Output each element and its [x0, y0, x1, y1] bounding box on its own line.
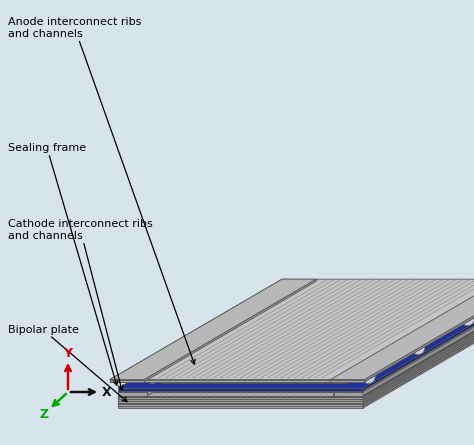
Polygon shape: [330, 279, 474, 380]
Polygon shape: [138, 391, 359, 392]
Polygon shape: [118, 396, 363, 397]
Text: Anode interconnect ribs
and channels: Anode interconnect ribs and channels: [8, 17, 195, 364]
Circle shape: [361, 370, 375, 384]
Polygon shape: [147, 295, 474, 392]
Polygon shape: [118, 403, 363, 405]
Polygon shape: [363, 303, 474, 401]
Polygon shape: [363, 300, 474, 397]
Polygon shape: [118, 308, 474, 405]
Polygon shape: [363, 295, 474, 396]
Polygon shape: [144, 279, 316, 382]
Polygon shape: [110, 380, 365, 382]
Text: Sealing frame: Sealing frame: [8, 143, 118, 385]
Text: Z: Z: [39, 408, 48, 421]
Circle shape: [461, 312, 474, 326]
Polygon shape: [363, 310, 474, 408]
Polygon shape: [118, 301, 474, 397]
Polygon shape: [118, 310, 474, 406]
Circle shape: [375, 367, 387, 379]
Polygon shape: [110, 279, 474, 380]
Polygon shape: [334, 392, 363, 396]
Polygon shape: [365, 279, 474, 382]
Circle shape: [160, 367, 172, 379]
Polygon shape: [359, 304, 474, 392]
Polygon shape: [118, 291, 474, 388]
Polygon shape: [161, 380, 347, 383]
Polygon shape: [118, 388, 363, 391]
Polygon shape: [118, 401, 363, 403]
Polygon shape: [363, 304, 474, 403]
Polygon shape: [330, 380, 365, 382]
Circle shape: [425, 337, 437, 349]
Polygon shape: [118, 405, 363, 406]
Circle shape: [259, 308, 271, 320]
Circle shape: [210, 337, 221, 349]
Polygon shape: [347, 299, 474, 383]
Polygon shape: [118, 406, 363, 408]
Polygon shape: [110, 380, 144, 382]
Polygon shape: [118, 295, 313, 392]
Circle shape: [245, 312, 259, 326]
Circle shape: [146, 370, 160, 384]
Polygon shape: [363, 308, 474, 406]
Polygon shape: [334, 295, 474, 392]
Polygon shape: [147, 295, 313, 396]
Polygon shape: [118, 303, 474, 399]
Polygon shape: [118, 392, 147, 396]
Polygon shape: [147, 392, 334, 396]
Polygon shape: [118, 304, 474, 401]
Polygon shape: [118, 306, 474, 403]
Circle shape: [195, 340, 209, 355]
Text: Cathode interconnect ribs
and channels: Cathode interconnect ribs and channels: [8, 219, 153, 390]
Polygon shape: [363, 306, 474, 405]
Polygon shape: [118, 300, 474, 396]
Text: Cell unit: Cell unit: [298, 333, 349, 346]
Text: Y: Y: [64, 347, 73, 360]
Polygon shape: [118, 399, 363, 401]
Polygon shape: [334, 295, 474, 396]
Polygon shape: [118, 397, 363, 399]
Polygon shape: [161, 299, 474, 380]
Polygon shape: [110, 279, 316, 380]
Polygon shape: [138, 304, 474, 391]
Polygon shape: [363, 301, 474, 399]
Polygon shape: [363, 291, 474, 391]
Circle shape: [411, 340, 425, 355]
Polygon shape: [365, 279, 474, 382]
Text: Bipolar plate: Bipolar plate: [8, 325, 127, 402]
Text: X: X: [102, 385, 112, 399]
